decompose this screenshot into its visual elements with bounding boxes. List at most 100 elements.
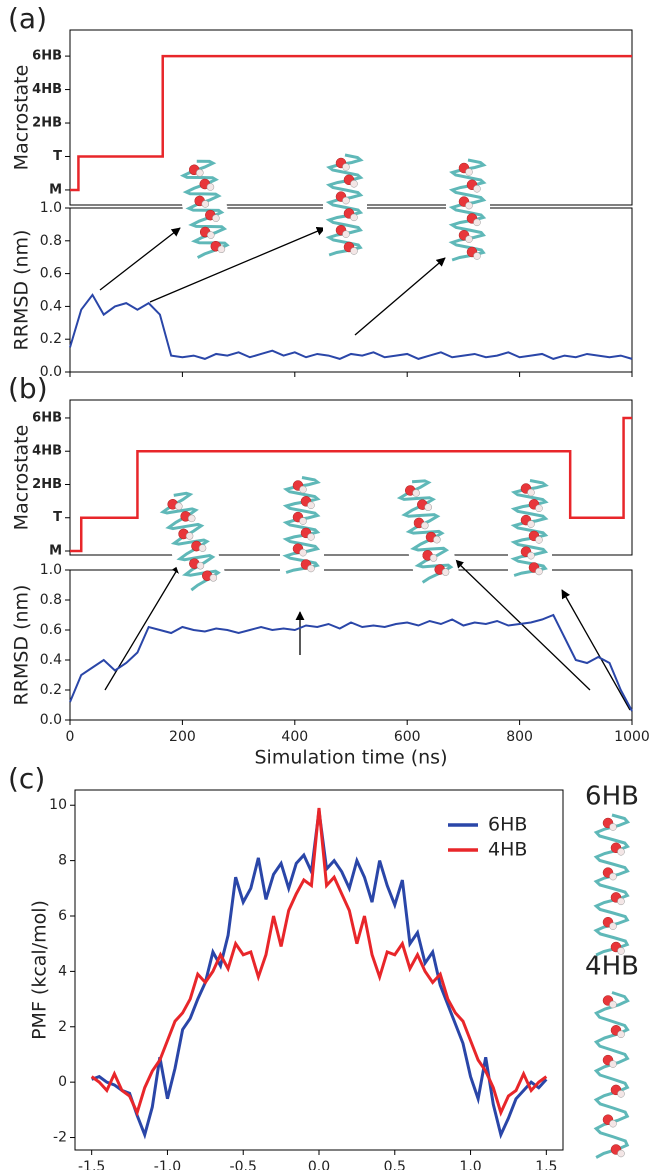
image-backdrop <box>175 157 235 259</box>
arrow <box>104 564 181 691</box>
atom <box>201 200 210 208</box>
x-tick-label: 1.5 <box>535 1159 557 1170</box>
data-line <box>91 810 548 1140</box>
atom <box>527 520 535 528</box>
atom <box>421 521 429 530</box>
atom <box>212 214 220 222</box>
atom <box>609 872 617 881</box>
atom <box>609 1000 617 1009</box>
atom <box>342 196 350 205</box>
atom <box>207 231 215 239</box>
molecule-image <box>175 157 235 259</box>
atom <box>617 1149 625 1158</box>
x-tick-label: 1000 <box>614 729 650 745</box>
atom <box>465 235 473 243</box>
atom <box>609 823 617 831</box>
helix <box>593 813 631 957</box>
atom <box>465 201 473 210</box>
atom <box>209 574 218 582</box>
atom <box>433 535 441 544</box>
molecule-image <box>153 487 227 593</box>
atom <box>307 564 315 573</box>
atom <box>535 536 543 544</box>
y-tick-label: 0.2 <box>40 682 62 698</box>
helix <box>179 159 230 259</box>
atom <box>187 514 196 523</box>
helix <box>448 158 487 262</box>
y-tick-label: 0.6 <box>40 266 62 282</box>
atom <box>307 501 315 510</box>
atom <box>185 532 194 540</box>
y-tick-label: 8 <box>58 853 67 869</box>
x-tick-label: 0.0 <box>308 1159 330 1170</box>
atom <box>342 230 350 238</box>
y-axis-title: Macrostate <box>11 65 33 171</box>
atom <box>342 163 350 171</box>
image-label: 4HB <box>585 952 639 982</box>
y-tick-label: 0.8 <box>40 233 62 249</box>
y-tick-label: 6HB <box>32 410 62 425</box>
atom <box>535 504 543 513</box>
atom <box>175 502 183 511</box>
y-tick-label: 4HB <box>32 444 62 459</box>
y-tick-label: 0.2 <box>40 331 62 347</box>
atom <box>609 1119 617 1128</box>
arrow <box>454 559 591 691</box>
x-tick-label: 800 <box>506 729 533 745</box>
x-tick-label: 200 <box>169 729 196 745</box>
molecule-image <box>280 476 324 574</box>
atom <box>307 533 315 541</box>
y-tick-label: 2HB <box>32 477 62 492</box>
atom <box>617 1030 625 1039</box>
atom <box>424 503 432 511</box>
y-tick-label: -2 <box>53 1130 67 1146</box>
x-tick-label: 600 <box>394 729 421 745</box>
atom <box>198 544 207 552</box>
image-label: 6HB <box>585 782 639 812</box>
atom <box>350 213 358 222</box>
x-tick-label: -1.0 <box>154 1159 181 1170</box>
molecule-image <box>446 158 490 262</box>
legend-label: 6HB <box>488 814 527 836</box>
data-line <box>90 807 548 1117</box>
atom <box>617 947 625 955</box>
x-axis-title: Simulation time (ns) <box>255 747 448 769</box>
y-tick-label: 0.6 <box>40 622 62 638</box>
atom <box>441 568 450 576</box>
data-line <box>69 293 633 360</box>
y-tick-label: 4 <box>58 963 67 979</box>
y-tick-label: T <box>53 149 62 164</box>
y-axis-title: RRMSD (nm) <box>11 230 33 351</box>
atom <box>429 554 438 562</box>
atom <box>609 1060 617 1068</box>
atom <box>299 517 307 525</box>
atom <box>473 252 481 260</box>
y-tick-label: 6HB <box>32 49 62 64</box>
atom <box>465 168 473 176</box>
y-tick-label: 4HB <box>32 82 62 97</box>
y-tick-label: 1.0 <box>40 562 62 578</box>
atom <box>473 185 481 193</box>
y-tick-label: 0.4 <box>40 652 62 668</box>
image-backdrop <box>153 487 227 593</box>
atom <box>217 245 226 254</box>
y-axis-title: Macrostate <box>11 425 33 531</box>
atom <box>473 218 481 227</box>
data-line <box>69 613 633 712</box>
helix <box>159 491 221 592</box>
atom <box>350 180 358 188</box>
y-tick-label: 2HB <box>32 116 62 131</box>
y-tick-label: 0.8 <box>40 592 62 608</box>
x-tick-label: -0.5 <box>230 1159 257 1170</box>
atom <box>617 897 625 906</box>
x-tick-label: 400 <box>281 729 308 745</box>
x-tick-label: 0.5 <box>384 1159 406 1170</box>
macrostate-line <box>70 416 632 553</box>
macrostate-line <box>70 54 632 192</box>
molecule-image <box>508 479 552 577</box>
arrows <box>99 226 631 711</box>
atom <box>617 1090 625 1098</box>
molecule-image <box>323 153 367 257</box>
helix <box>593 991 630 1159</box>
